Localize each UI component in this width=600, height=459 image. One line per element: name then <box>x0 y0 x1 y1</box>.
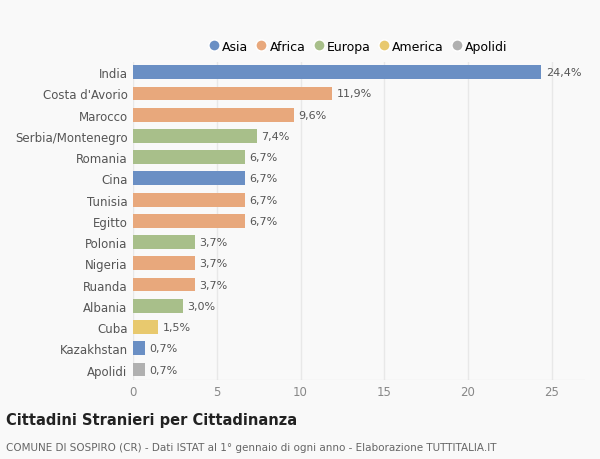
Text: 24,4%: 24,4% <box>545 68 581 78</box>
Bar <box>133 278 195 292</box>
Bar <box>133 363 145 376</box>
Text: 3,0%: 3,0% <box>188 301 215 311</box>
Bar <box>133 172 245 186</box>
Text: 3,7%: 3,7% <box>199 259 227 269</box>
Bar <box>133 214 245 228</box>
Bar <box>133 66 541 80</box>
Text: 6,7%: 6,7% <box>250 153 278 163</box>
Text: 3,7%: 3,7% <box>199 280 227 290</box>
Bar <box>133 299 184 313</box>
Text: 9,6%: 9,6% <box>298 111 326 120</box>
Text: 7,4%: 7,4% <box>261 132 290 141</box>
Bar <box>133 87 332 101</box>
Bar <box>133 320 158 334</box>
Bar <box>133 257 195 271</box>
Bar <box>133 341 145 355</box>
Text: 6,7%: 6,7% <box>250 174 278 184</box>
Text: 11,9%: 11,9% <box>337 89 372 99</box>
Bar <box>133 235 195 249</box>
Text: 6,7%: 6,7% <box>250 195 278 205</box>
Bar <box>133 151 245 165</box>
Bar <box>133 130 257 144</box>
Text: Cittadini Stranieri per Cittadinanza: Cittadini Stranieri per Cittadinanza <box>6 413 297 428</box>
Text: 0,7%: 0,7% <box>149 365 178 375</box>
Bar <box>133 193 245 207</box>
Text: 0,7%: 0,7% <box>149 343 178 353</box>
Legend: Asia, Africa, Europa, America, Apolidi: Asia, Africa, Europa, America, Apolidi <box>207 37 511 57</box>
Text: 6,7%: 6,7% <box>250 216 278 226</box>
Text: 3,7%: 3,7% <box>199 238 227 247</box>
Text: COMUNE DI SOSPIRO (CR) - Dati ISTAT al 1° gennaio di ogni anno - Elaborazione TU: COMUNE DI SOSPIRO (CR) - Dati ISTAT al 1… <box>6 442 497 452</box>
Bar <box>133 108 294 122</box>
Text: 1,5%: 1,5% <box>163 322 191 332</box>
